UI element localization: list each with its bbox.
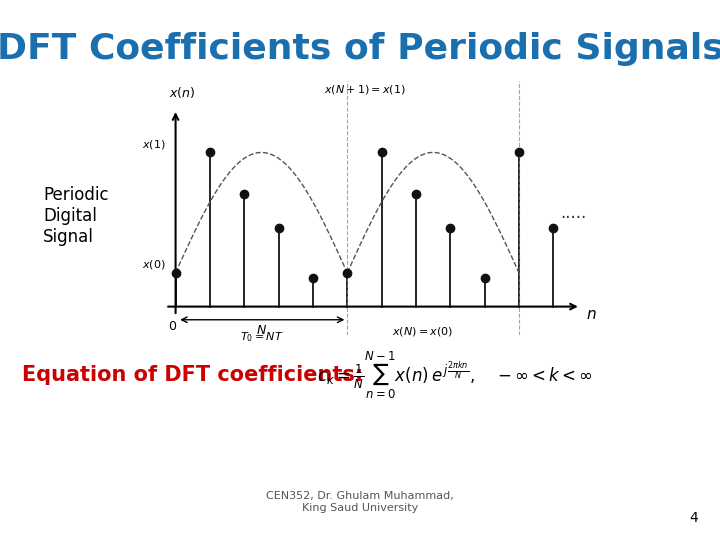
Text: $T_0 = NT$: $T_0 = NT$	[240, 330, 283, 344]
Text: $n$: $n$	[586, 307, 597, 322]
Text: $N$: $N$	[256, 323, 267, 336]
Text: $0$: $0$	[168, 320, 176, 333]
Text: 4: 4	[690, 511, 698, 525]
Text: $c_k = \frac{1}{N} \sum_{n=0}^{N-1} x(n)\, e^{\,j\frac{2\pi kn}{N}},\quad -\inft: $c_k = \frac{1}{N} \sum_{n=0}^{N-1} x(n)…	[317, 349, 593, 401]
Text: $x(N) = x(0)$: $x(N) = x(0)$	[392, 326, 454, 339]
Text: $x(N+1) = x(1)$: $x(N+1) = x(1)$	[323, 83, 405, 96]
Text: Equation of DFT coefficients:: Equation of DFT coefficients:	[22, 365, 363, 386]
Text: Periodic
Digital
Signal: Periodic Digital Signal	[43, 186, 109, 246]
Text: .....: .....	[560, 204, 586, 221]
Text: CEN352, Dr. Ghulam Muhammad,
King Saud University: CEN352, Dr. Ghulam Muhammad, King Saud U…	[266, 491, 454, 513]
Text: $x(n)$: $x(n)$	[168, 85, 195, 100]
Text: $x(1)$: $x(1)$	[142, 138, 166, 151]
Text: DFT Coefficients of Periodic Signals: DFT Coefficients of Periodic Signals	[0, 32, 720, 66]
Text: $x(0)$: $x(0)$	[142, 258, 166, 271]
